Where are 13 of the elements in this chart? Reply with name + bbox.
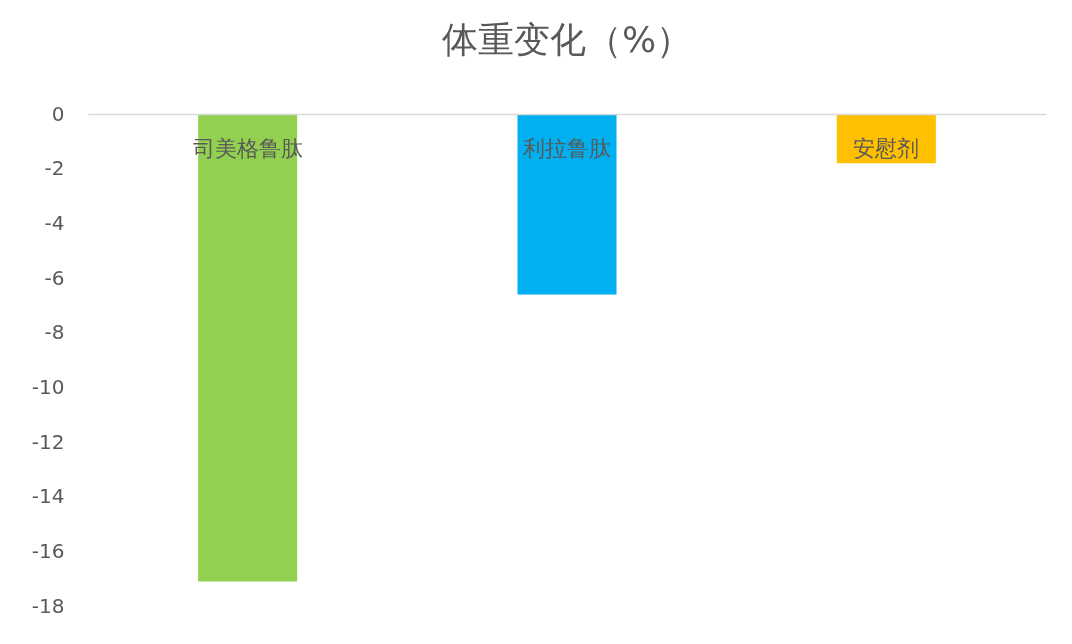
y-tick-label: -18	[31, 593, 65, 618]
y-tick-label: 0	[51, 101, 65, 126]
y-tick-label: -4	[44, 210, 65, 235]
y-tick-label: -16	[31, 538, 65, 563]
y-tick-label: -8	[44, 320, 65, 345]
y-tick-label: -2	[44, 156, 65, 181]
y-tick-label: -10	[31, 374, 65, 399]
x-tick-label: 安慰剂	[853, 135, 920, 161]
y-tick-label: -6	[44, 265, 65, 290]
x-tick-label: 利拉鲁肽	[523, 135, 611, 161]
y-tick-label: -12	[31, 429, 65, 454]
y-tick-label: -14	[31, 484, 65, 509]
chart-title: 体重变化（%）	[441, 19, 693, 60]
